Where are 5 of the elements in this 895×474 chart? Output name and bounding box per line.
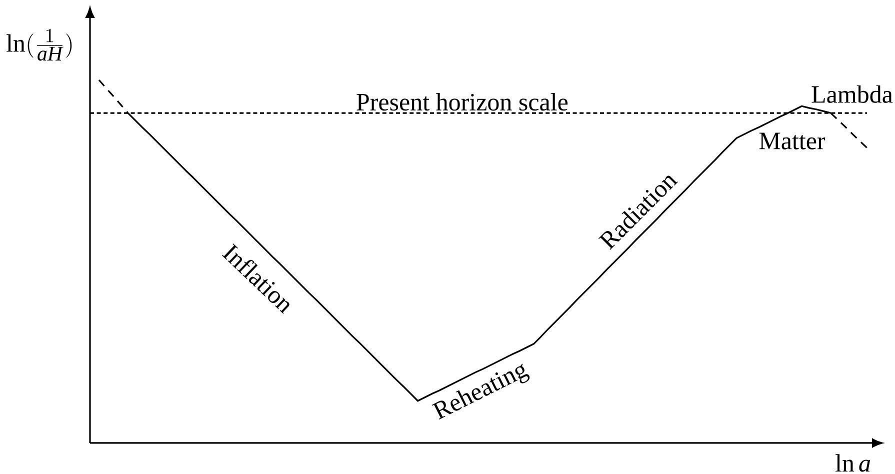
y-axis-title: $\ln(\frac{1}{aH})$ (6, 28, 72, 61)
annotation: Matter (759, 132, 826, 150)
x-axis-title: $\ln a$ (836, 454, 870, 472)
ref-line-label: Present horizon scale (356, 93, 568, 111)
annotation: Lambda (812, 85, 893, 103)
